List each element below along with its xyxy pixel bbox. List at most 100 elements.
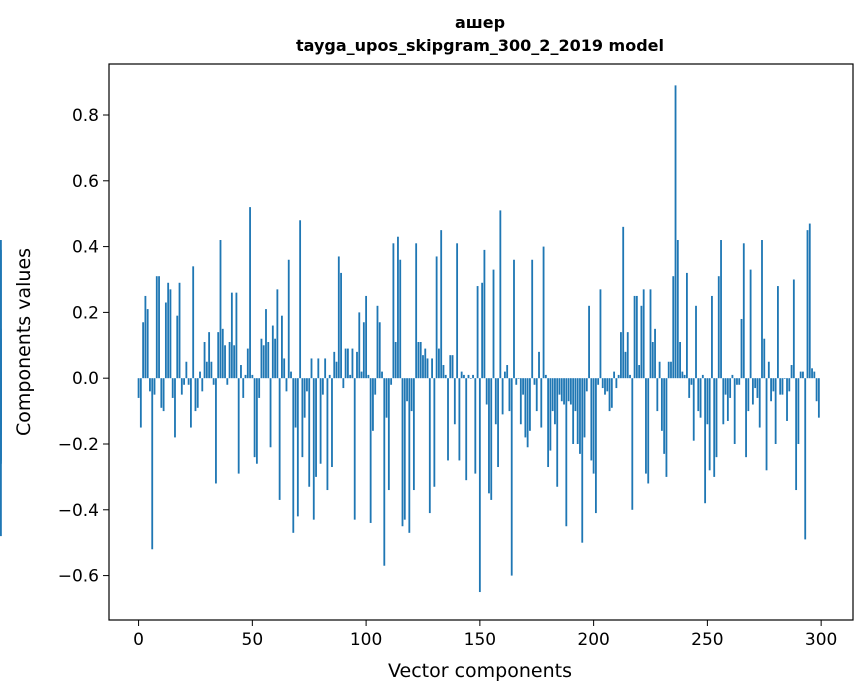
bar	[515, 378, 518, 385]
bar	[469, 378, 472, 379]
bar	[171, 378, 174, 398]
x-tick-label: 300	[805, 630, 837, 650]
bar	[633, 295, 636, 379]
bar	[481, 282, 484, 379]
bar	[321, 378, 324, 395]
bar	[588, 305, 590, 379]
bar	[344, 348, 347, 379]
bar	[815, 378, 818, 402]
bar	[208, 332, 211, 379]
bar	[183, 378, 185, 385]
bar	[194, 378, 197, 412]
bar	[442, 365, 445, 379]
bar	[679, 342, 681, 379]
bar	[342, 378, 345, 389]
bar	[483, 249, 486, 379]
bar	[180, 378, 183, 395]
bar	[237, 378, 240, 474]
bar	[745, 378, 747, 458]
bar	[353, 378, 356, 520]
bar	[610, 378, 613, 408]
bar	[494, 378, 497, 425]
bar	[549, 378, 552, 451]
bar	[676, 240, 679, 379]
bar	[642, 289, 645, 379]
bar	[488, 378, 490, 494]
bar	[519, 378, 522, 425]
bar	[474, 378, 477, 474]
bar	[292, 378, 295, 533]
bar	[185, 361, 188, 379]
bar	[360, 371, 363, 379]
bar	[278, 378, 281, 500]
bar	[271, 325, 274, 379]
bar	[592, 378, 595, 474]
bar	[708, 378, 711, 471]
bar	[235, 292, 238, 379]
bar	[358, 312, 361, 379]
bar	[472, 374, 474, 379]
bar	[490, 378, 493, 500]
y-tick-label: −0.4	[58, 501, 99, 521]
bar	[246, 348, 249, 379]
bar	[817, 378, 820, 418]
bar	[645, 378, 647, 474]
bar	[249, 207, 251, 379]
bar	[0, 328, 2, 379]
bar	[290, 371, 292, 379]
bar	[372, 378, 374, 431]
bar	[287, 259, 290, 379]
x-tick-label: 150	[464, 630, 496, 650]
bars-group	[0, 85, 820, 593]
bar	[294, 378, 297, 428]
bar	[174, 378, 176, 438]
bar	[203, 342, 206, 379]
bar	[337, 256, 340, 379]
bar	[720, 240, 722, 379]
bar	[565, 378, 568, 527]
bar	[262, 345, 265, 379]
bar	[192, 266, 195, 379]
bar	[153, 378, 156, 395]
bar	[447, 378, 449, 461]
bar	[774, 378, 777, 444]
bar	[597, 378, 600, 385]
bar	[729, 378, 732, 398]
bar	[0, 378, 2, 435]
bar	[681, 371, 684, 379]
bar	[538, 351, 540, 379]
bar	[797, 378, 800, 444]
bar	[453, 378, 456, 425]
bar	[431, 358, 433, 379]
bar	[813, 371, 816, 379]
bar	[526, 378, 529, 448]
bar	[392, 243, 395, 379]
bar	[795, 378, 798, 491]
bar	[726, 378, 729, 421]
bar	[260, 338, 263, 379]
bar	[554, 378, 556, 425]
bar	[228, 342, 231, 379]
bar	[315, 378, 317, 477]
bar	[146, 309, 149, 379]
bar	[219, 240, 222, 379]
bar	[265, 309, 267, 379]
bar	[767, 361, 770, 379]
bar	[428, 378, 431, 514]
plot-frame	[108, 63, 854, 621]
bar	[215, 378, 217, 484]
bar	[731, 374, 734, 379]
bar	[492, 269, 495, 379]
bar	[451, 355, 454, 379]
bar	[433, 378, 436, 487]
bar	[176, 315, 179, 379]
bar	[187, 378, 190, 385]
bar	[335, 361, 338, 379]
bar	[253, 378, 256, 458]
bar	[524, 378, 527, 438]
bar	[155, 276, 158, 379]
bar	[367, 374, 370, 379]
bar	[485, 378, 488, 405]
bar	[617, 374, 620, 379]
